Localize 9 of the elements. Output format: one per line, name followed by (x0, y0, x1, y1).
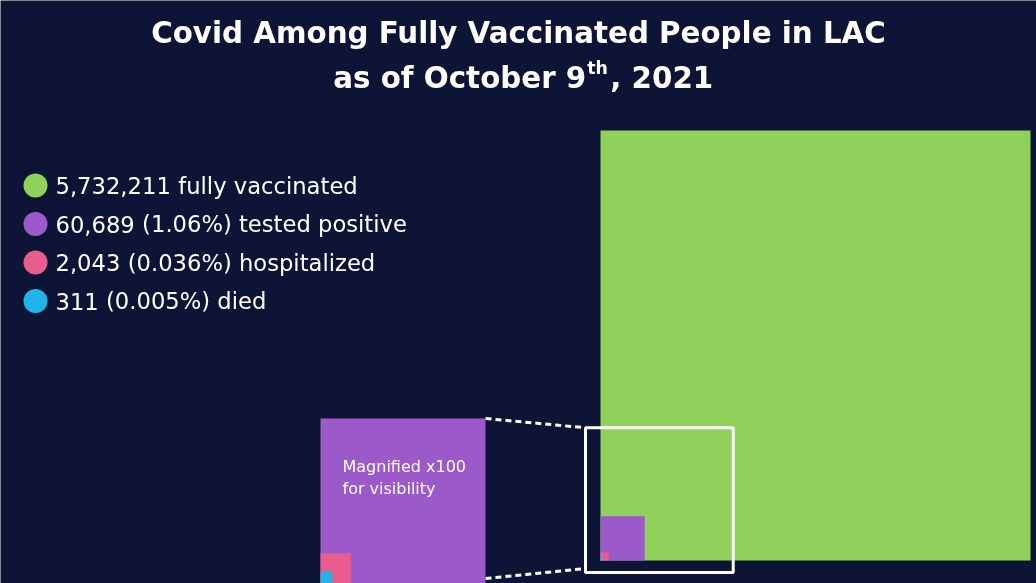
data-label: 60,689 (55, 211, 135, 238)
category-label: (1.06%) tested positive (142, 211, 407, 237)
category-label: fully vaccinated (178, 172, 358, 199)
category-label: (0.005%) died (106, 288, 267, 314)
text: Magnified x100 for visibility (342, 457, 467, 498)
category-label: (0.036%) hospitalized (127, 249, 376, 276)
data-label: 2,043 (55, 250, 121, 276)
data-label: 311 (55, 288, 99, 315)
data-label: 5,732,211 (55, 173, 171, 199)
